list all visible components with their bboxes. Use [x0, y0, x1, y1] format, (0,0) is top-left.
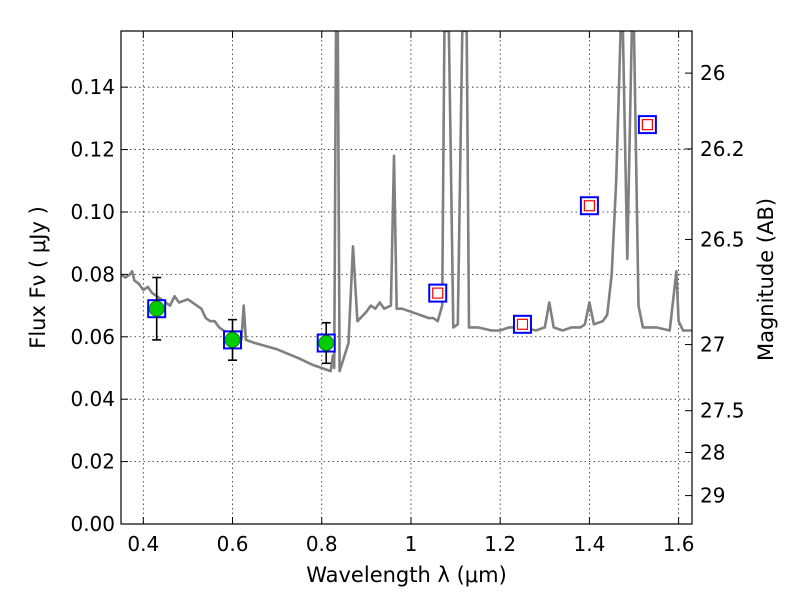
- y-tick-label: 0.10: [70, 200, 115, 224]
- right-tick-label: 29: [700, 484, 725, 508]
- right-axis-label: Magnitude (AB): [754, 198, 778, 361]
- x-tick-label: 0.8: [306, 532, 338, 556]
- y-tick-label: 0.04: [70, 387, 115, 411]
- observed-point: [148, 300, 165, 317]
- tick-layer: 0.4 0.6 0.8 1 1.2 1.4 1.6 0.00 0.02 0.04 0.06 0.08 0…: [70, 31, 745, 556]
- model-box-marker: [512, 314, 532, 334]
- x-tick-label: 1.2: [484, 532, 516, 556]
- model-box-marker: [428, 283, 448, 303]
- y-tick-label: 0.14: [70, 75, 115, 99]
- observed-point: [224, 332, 241, 348]
- x-tick-label: 0.4: [127, 532, 159, 556]
- x-tick-label: 1.4: [573, 532, 605, 556]
- right-tick-label: 26.2: [700, 137, 745, 161]
- y-tick-label: 0.00: [70, 512, 115, 536]
- y-tick-label: 0.06: [70, 325, 115, 349]
- model-inner-marker: [516, 318, 529, 330]
- y-tick-label: 0.12: [70, 138, 115, 162]
- model-box-marker: [637, 115, 657, 135]
- x-tick-label: 0.6: [217, 532, 249, 556]
- x-tick-label: 1: [405, 532, 418, 556]
- observed-point: [318, 335, 335, 351]
- right-tick-label: 27: [700, 333, 725, 357]
- y-axis-label: Flux Fν ( μJy ): [26, 206, 50, 349]
- right-tick-label: 26.5: [700, 227, 745, 251]
- plot-frame: [120, 30, 693, 525]
- model-box-marker: [579, 196, 599, 216]
- model-inner-marker: [641, 119, 653, 131]
- x-axis-label: Wavelength λ (μm): [306, 563, 507, 587]
- model-inner-marker: [583, 200, 595, 212]
- grid-layer: [121, 31, 692, 525]
- x-tick-label: 1.6: [663, 532, 695, 556]
- right-tick-label: 28: [700, 441, 725, 465]
- data-layer: [121, 31, 692, 373]
- right-tick-label: 26: [700, 61, 725, 85]
- y-tick-label: 0.08: [70, 262, 115, 286]
- sed-line: [121, 31, 692, 373]
- y-tick-label: 0.02: [70, 450, 115, 474]
- model-inner-marker: [432, 287, 444, 299]
- right-tick-label: 27.5: [700, 399, 745, 423]
